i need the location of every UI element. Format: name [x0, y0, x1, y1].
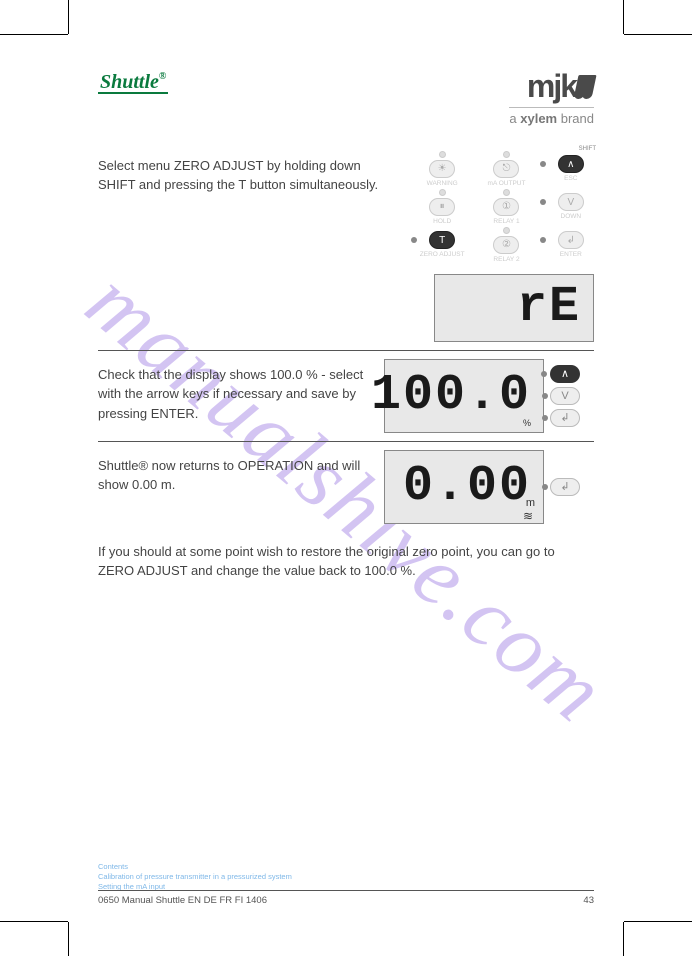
toc-calibration[interactable]: Calibration of pressure transmitter in a…: [98, 872, 292, 882]
enter-button-icon-2: ↲: [550, 478, 580, 496]
mjk-logo-block: mjk a xylem brand: [509, 72, 594, 128]
down-button-icon: V: [550, 387, 580, 405]
down-v-button: V: [558, 193, 584, 211]
step-2-text: Check that the display shows 100.0 % - s…: [98, 359, 372, 424]
enter-button-kp: ↲: [558, 231, 584, 249]
lcd-display-2: 100.0 %: [384, 359, 544, 433]
step-1-text: Select menu ZERO ADJUST by holding down …: [98, 150, 382, 195]
up-shift-button: ∧: [558, 155, 584, 173]
enter-button-icon: ↲: [550, 409, 580, 427]
shift-label: SHIFT: [579, 146, 596, 152]
step-1-row: Select menu ZERO ADJUST by holding down …: [98, 142, 594, 351]
t-button: T: [429, 231, 455, 249]
step-3-text: Shuttle® now returns to OPERATION and wi…: [98, 450, 372, 495]
content-area: Select menu ZERO ADJUST by holding down …: [98, 142, 594, 581]
lcd-3-value: 0.00: [403, 462, 531, 512]
toc-links: Contents Calibration of pressure transmi…: [98, 862, 292, 892]
lcd-3-unit: m: [526, 497, 535, 509]
step-2-row: Check that the display shows 100.0 % - s…: [98, 351, 594, 442]
shuttle-logo: Shuttle®: [98, 72, 168, 94]
step-3-row: Shuttle® now returns to OPERATION and wi…: [98, 442, 594, 532]
waves-icon: ≋: [523, 513, 533, 519]
mjk-logo: mjk: [509, 72, 594, 103]
footer-doc-id: 0650 Manual Shuttle EN DE FR FI 1406: [98, 895, 267, 906]
xylem-tagline: a xylem brand: [509, 107, 594, 126]
lcd-display-3: 0.00 m ≋: [384, 450, 544, 524]
up-button-icon: ∧: [550, 365, 580, 383]
lcd-display-1: rE: [434, 274, 594, 342]
keypad-diagram: SHIFT ☀WARNING ⎋mA OUTPUT ∧ESC ⏸HOLD ①RE…: [419, 150, 594, 268]
footer-page-number: 43: [583, 895, 594, 906]
page-footer: 0650 Manual Shuttle EN DE FR FI 1406 43: [98, 890, 594, 906]
note-text: If you should at some point wish to rest…: [98, 532, 594, 581]
side-buttons-3: ↲: [550, 478, 580, 496]
page-header: Shuttle® mjk a xylem brand: [98, 72, 594, 128]
lcd-2-value: 100.0: [371, 371, 531, 421]
toc-contents[interactable]: Contents: [98, 862, 292, 872]
lcd-2-unit: %: [523, 418, 531, 428]
page-container: Shuttle® mjk a xylem brand Select menu Z…: [68, 34, 624, 922]
lcd-1-value: rE: [517, 283, 581, 333]
side-buttons-2: ∧ V ↲: [550, 365, 580, 427]
